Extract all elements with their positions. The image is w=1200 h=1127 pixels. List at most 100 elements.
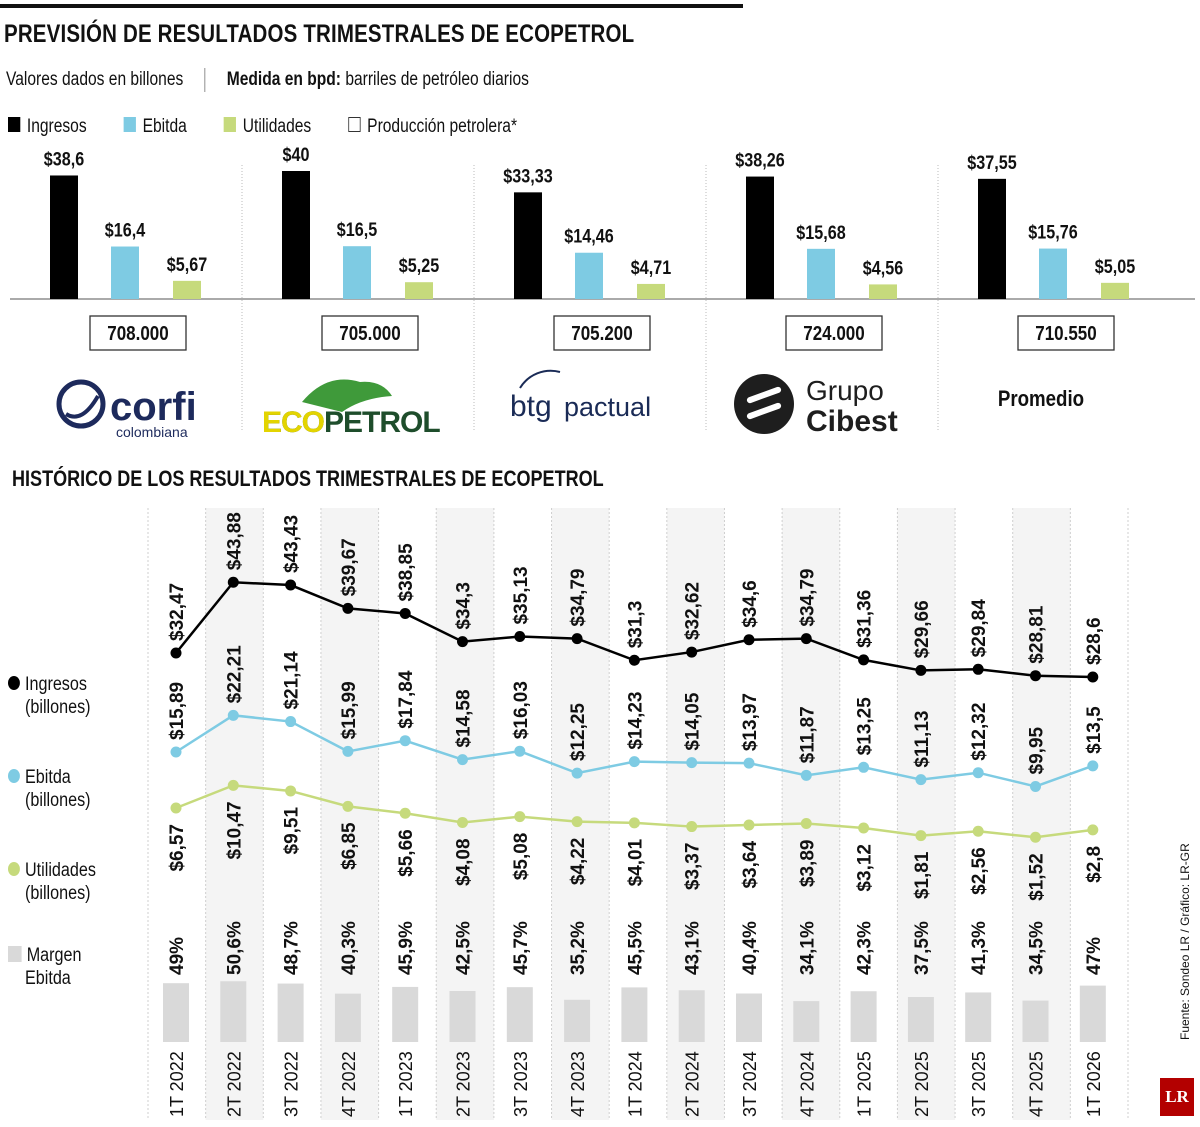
utilidades-label: $5,66 [396,829,417,877]
bar-value-label: $5,67 [167,254,208,276]
margin-label: 42,5% [454,921,475,975]
bar-value-label: $33,33 [503,165,553,187]
ebitda-label: $15,99 [339,681,360,739]
bar-value-label: $40 [283,144,310,166]
utilidades-point [686,821,698,833]
bar-ingresos [514,192,542,299]
category-label: 2T 2023 [454,1051,474,1117]
utilidades-point [342,800,354,812]
category-label: 4T 2022 [339,1051,359,1117]
legend-left-utilidades: Utilidades (billones) [8,859,96,905]
subtitle: Valores dados en billones Medida en bpd: … [6,68,529,92]
ebitda-point [170,746,182,758]
ingresos-label: $43,43 [282,515,303,573]
lr-logo: LR [1160,1078,1194,1116]
ebitda-label: $13,5 [1084,706,1105,754]
column-band [205,508,264,1120]
category-label: 2T 2022 [224,1051,244,1117]
ebitda-label: $13,97 [740,693,761,751]
margin-label: 42,3% [855,921,876,975]
column-band [666,508,725,1120]
margin-label: 43,1% [683,921,704,975]
bar-value-label: $4,56 [863,257,904,279]
ebitda-point [1030,780,1041,792]
utilidades-label: $4,08 [454,838,475,886]
margin-label: 50,6% [224,921,245,975]
legend-left-margen: Margen Ebitda [8,944,81,990]
category-label: 4T 2025 [1027,1051,1047,1117]
ebitda-label: $21,14 [282,651,303,710]
utilidades-label: $2,56 [969,847,990,895]
ingresos-line [175,580,1093,679]
utilidades-point [399,807,411,819]
production-box [89,315,187,351]
margin-label: 37,5% [912,921,933,975]
utilidades-label: $3,89 [797,840,818,888]
category-label: 1T 2025 [855,1051,875,1117]
ingresos-label: $34,79 [797,568,818,626]
margin-bar [220,981,247,1042]
utilidades-label: $6,57 [167,824,188,872]
ebitda-point [457,754,468,766]
bar-value-label: $15,68 [796,222,846,244]
bar-ingresos [282,171,310,299]
ingresos-point [457,636,468,648]
top-legend: Ingresos Ebitda Utilidades Producción pe… [8,116,550,138]
production-box [321,315,419,351]
ingresos-label: $29,84 [969,599,990,658]
production-box [553,315,651,351]
ebitda-label: $17,84 [396,670,417,729]
svg-text:ECO: ECO [262,406,325,439]
ingresos-point [227,576,239,588]
category-label: 1T 2023 [396,1051,416,1117]
column-band [551,508,610,1120]
margin-label: 34,5% [1027,921,1048,975]
bar-value-label: $16,5 [337,219,378,241]
ingresos-point [858,654,870,666]
ingresos-point [915,664,927,676]
utilidades-label: $6,85 [339,822,360,870]
production-value: 705.200 [571,322,632,345]
bar-ebitda [111,246,139,299]
ingresos-point [628,654,640,666]
column-band [320,508,379,1120]
utilidades-label: $5,08 [511,833,532,881]
units-note: Valores dados en billones [6,69,184,91]
ebitda-point [972,767,984,779]
ingresos-label: $31,36 [855,590,876,648]
ingresos-point [800,633,812,645]
svg-text:corfi: corfi [110,385,197,429]
utilidades-label: $9,51 [282,807,303,855]
category-label: 3T 2023 [511,1051,531,1117]
utilidades-point [1030,831,1041,843]
ingresos-label: $31,3 [625,601,646,649]
category-label: 2T 2024 [683,1051,703,1117]
utilidades-label: $4,22 [568,838,589,886]
ebitda-point [571,767,583,779]
margin-label: 48,7% [282,921,303,975]
production-value: 708.000 [107,322,168,345]
utilidades-label: $2,8 [1084,846,1105,883]
ingresos-label: $34,6 [740,580,761,628]
ebitda-point [915,774,927,786]
bar-ebitda [575,252,603,299]
bar-utilidades [1101,282,1129,299]
margin-label: 47% [1084,937,1105,975]
legend-left-ingresos: Ingresos (billones) [8,673,91,719]
ingresos-point [686,646,698,658]
margin-bar [965,992,992,1042]
margin-bar [678,990,705,1042]
ingresos-point [342,602,354,614]
top-rule [0,4,743,8]
utilidades-point [285,785,297,797]
margin-bar [334,993,361,1042]
ingresos-label: $34,3 [454,582,475,630]
margin-label: 40,4% [740,921,761,975]
production-box [1017,315,1115,351]
ingresos-label: $28,6 [1084,617,1105,665]
utilidades-point [1087,824,1099,836]
category-label: 1T 2024 [625,1051,645,1117]
legend-item-ebitda: Ebitda [123,116,187,138]
bar-value-label: $16,4 [105,219,146,241]
